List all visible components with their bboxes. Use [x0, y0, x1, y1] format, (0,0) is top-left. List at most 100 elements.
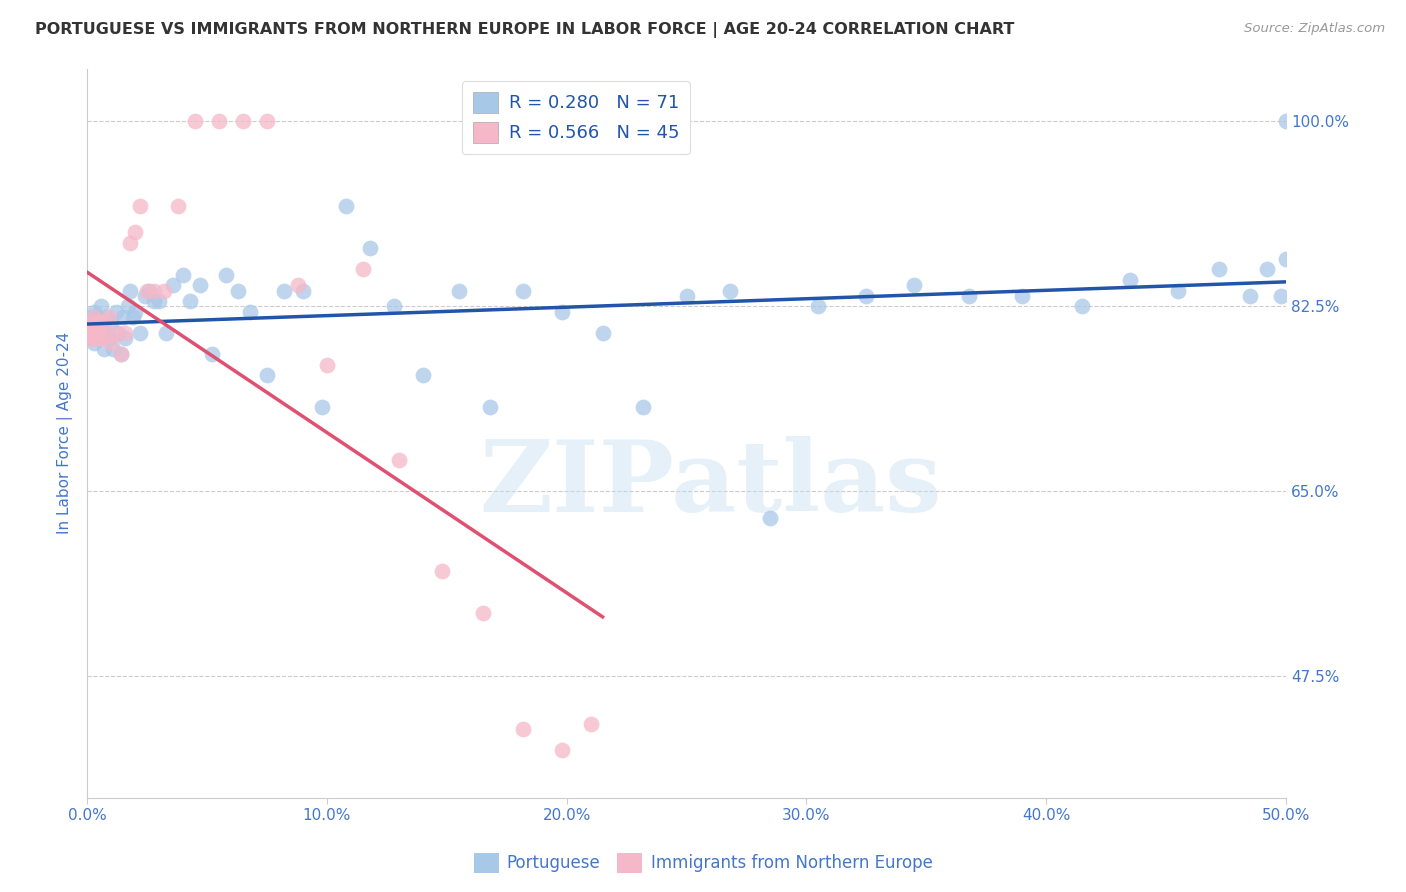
- Point: [759, 511, 782, 525]
- Point: [110, 347, 132, 361]
- Point: [215, 268, 238, 282]
- Point: [447, 284, 470, 298]
- Point: [633, 400, 655, 414]
- Point: [96, 326, 118, 340]
- Point: [79, 331, 101, 345]
- Point: [201, 347, 224, 361]
- Point: [121, 310, 143, 324]
- Point: [551, 743, 574, 757]
- Point: [807, 300, 830, 314]
- Point: [80, 310, 103, 324]
- Point: [1071, 300, 1094, 314]
- Point: [114, 326, 136, 340]
- Point: [120, 284, 142, 298]
- Point: [172, 268, 194, 282]
- Point: [239, 304, 262, 318]
- Y-axis label: In Labor Force | Age 20-24: In Labor Force | Age 20-24: [58, 332, 73, 534]
- Point: [412, 368, 434, 383]
- Point: [855, 289, 877, 303]
- Point: [90, 326, 112, 340]
- Point: [83, 326, 105, 340]
- Point: [86, 326, 108, 340]
- Point: [1167, 284, 1189, 298]
- Point: [592, 326, 614, 340]
- Point: [478, 400, 501, 414]
- Point: [352, 262, 374, 277]
- Point: [87, 315, 110, 329]
- Point: [287, 278, 309, 293]
- Point: [291, 284, 314, 298]
- Point: [87, 331, 110, 345]
- Point: [79, 320, 101, 334]
- Point: [315, 358, 337, 372]
- Point: [103, 342, 125, 356]
- Point: [80, 331, 103, 345]
- Point: [188, 278, 211, 293]
- Point: [1208, 262, 1230, 277]
- Point: [80, 315, 103, 329]
- Point: [1256, 262, 1278, 277]
- Point: [143, 284, 166, 298]
- Point: [903, 278, 925, 293]
- Point: [90, 315, 112, 329]
- Point: [162, 278, 184, 293]
- Text: PORTUGUESE VS IMMIGRANTS FROM NORTHERN EUROPE IN LABOR FORCE | AGE 20-24 CORRELA: PORTUGUESE VS IMMIGRANTS FROM NORTHERN E…: [35, 22, 1015, 38]
- Text: Source: ZipAtlas.com: Source: ZipAtlas.com: [1244, 22, 1385, 36]
- Point: [110, 347, 132, 361]
- Point: [97, 310, 120, 324]
- Point: [134, 289, 156, 303]
- Point: [471, 606, 494, 620]
- Legend: Portuguese, Immigrants from Northern Europe: Portuguese, Immigrants from Northern Eur…: [467, 847, 939, 880]
- Point: [86, 320, 108, 334]
- Point: [1275, 252, 1298, 266]
- Point: [124, 304, 146, 318]
- Point: [100, 336, 122, 351]
- Point: [359, 241, 381, 255]
- Point: [124, 226, 146, 240]
- Point: [152, 284, 174, 298]
- Text: ZIPatlas: ZIPatlas: [479, 436, 942, 533]
- Point: [79, 326, 101, 340]
- Point: [179, 294, 201, 309]
- Point: [87, 326, 110, 340]
- Point: [675, 289, 697, 303]
- Point: [87, 315, 110, 329]
- Point: [208, 114, 231, 128]
- Point: [87, 331, 110, 345]
- Point: [79, 320, 101, 334]
- Point: [551, 304, 574, 318]
- Point: [256, 368, 278, 383]
- Point: [256, 114, 278, 128]
- Point: [100, 315, 122, 329]
- Point: [1239, 289, 1261, 303]
- Legend: R = 0.280   N = 71, R = 0.566   N = 45: R = 0.280 N = 71, R = 0.566 N = 45: [461, 81, 690, 153]
- Point: [1270, 289, 1292, 303]
- Point: [90, 300, 112, 314]
- Point: [1011, 289, 1033, 303]
- Point: [86, 310, 108, 324]
- Point: [112, 310, 135, 324]
- Point: [83, 304, 105, 318]
- Point: [148, 294, 170, 309]
- Point: [128, 326, 150, 340]
- Point: [114, 331, 136, 345]
- Point: [167, 199, 190, 213]
- Point: [120, 235, 142, 250]
- Point: [83, 310, 105, 324]
- Point: [512, 723, 534, 737]
- Point: [311, 400, 333, 414]
- Point: [117, 300, 139, 314]
- Point: [104, 326, 127, 340]
- Point: [96, 310, 118, 324]
- Point: [718, 284, 741, 298]
- Point: [143, 294, 166, 309]
- Point: [97, 331, 120, 345]
- Point: [90, 331, 112, 345]
- Point: [226, 284, 249, 298]
- Point: [430, 564, 453, 578]
- Point: [83, 315, 105, 329]
- Point: [96, 326, 118, 340]
- Point: [959, 289, 981, 303]
- Point: [93, 342, 115, 356]
- Point: [80, 326, 103, 340]
